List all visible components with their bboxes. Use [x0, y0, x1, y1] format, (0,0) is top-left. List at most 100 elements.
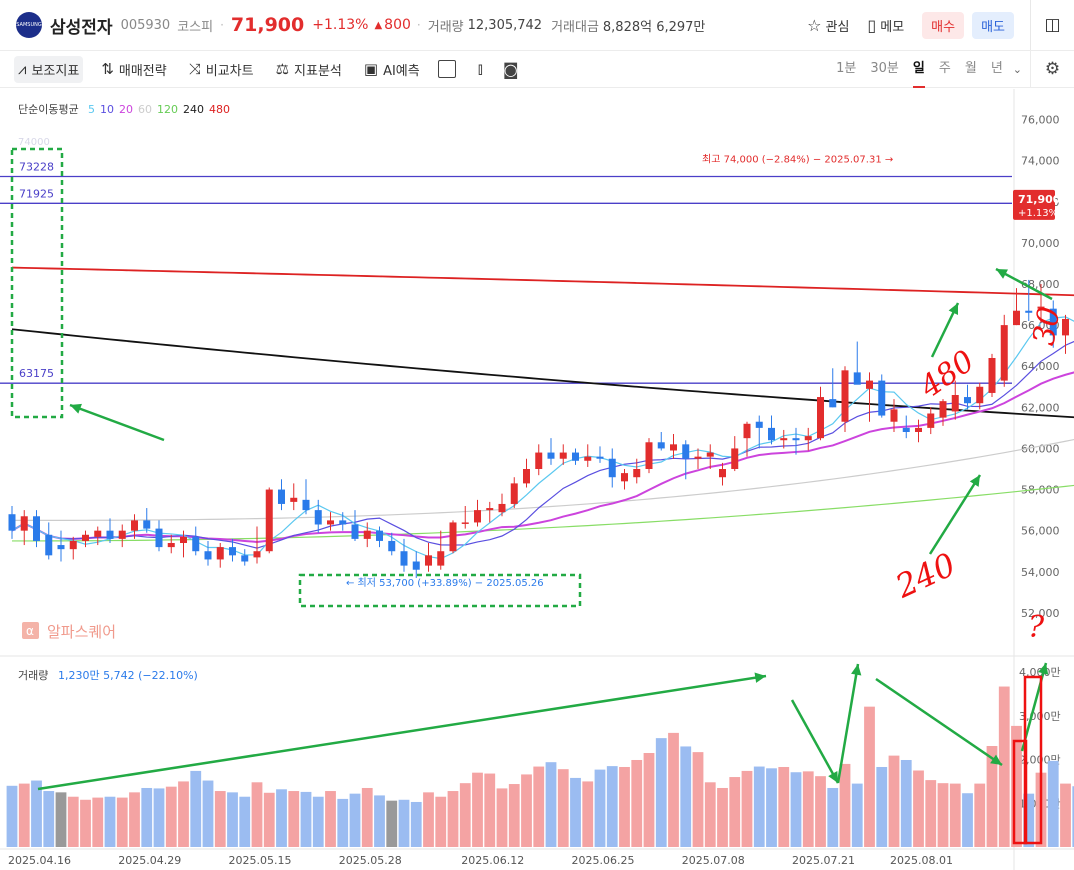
volume-bar	[153, 788, 165, 847]
date-label: 2025.07.08	[682, 854, 745, 867]
volume-bar	[398, 799, 410, 847]
market-name: 코스피	[177, 19, 214, 35]
price-tick-label: 70,000	[1021, 237, 1060, 250]
volume-bar	[778, 766, 790, 847]
volume-bar	[227, 792, 238, 847]
compare-button[interactable]: ⤨ 비교차트	[188, 60, 254, 79]
candle-body	[94, 530, 102, 537]
ma-legend-480: 480	[209, 103, 230, 116]
candle-body	[719, 469, 726, 478]
strategy-icon: ⇅	[101, 60, 114, 78]
candle-body	[755, 421, 763, 428]
current-price-tag-change: +1.13%	[1018, 208, 1058, 219]
square-icon[interactable]	[437, 60, 456, 78]
ai-predict-button[interactable]: ▣ AI예측	[363, 60, 420, 79]
date-label: 2025.06.12	[461, 854, 524, 867]
candle-body	[510, 483, 518, 504]
volume-bar	[888, 755, 900, 847]
alphasquare-watermark: 알파스퀘어	[47, 623, 116, 641]
candle-body	[8, 514, 16, 531]
chevron-down-icon[interactable]: ⌄	[1012, 62, 1022, 76]
level-label: 63175	[19, 367, 54, 380]
change-percent: +1.13%	[312, 17, 369, 33]
candle-body	[817, 397, 824, 439]
volume-bar	[55, 792, 67, 847]
gear-icon[interactable]: ⚙	[1030, 50, 1074, 88]
candle-body	[363, 530, 371, 539]
handwriting-240: 240	[889, 545, 961, 606]
side-panel-icon[interactable]: ◫	[1030, 0, 1074, 50]
ai-icon: ▣	[363, 60, 379, 78]
candle-body	[69, 540, 77, 550]
volume-bar	[202, 780, 214, 847]
candle-body	[167, 543, 175, 548]
volume-summary-label: 거래량	[18, 669, 48, 682]
candle-body	[633, 469, 641, 478]
volume-summary-value: 1,230만 5,742 (−22.10%)	[58, 669, 198, 682]
volume-bar	[925, 780, 937, 847]
volume-bar	[619, 766, 630, 847]
volume-bar	[557, 769, 569, 847]
strategy-button[interactable]: ⇅ 매매전략	[101, 60, 167, 79]
volume-bar	[312, 796, 324, 847]
volume-bar	[410, 801, 422, 847]
candle-body	[621, 473, 628, 482]
annotation-arrow	[928, 474, 982, 555]
samsung-logo: SAMSUNG	[16, 12, 42, 38]
indicator-button[interactable]: ⩘ 보조지표	[14, 55, 84, 83]
candle-body	[314, 510, 322, 525]
candle-body	[57, 545, 65, 550]
candle-body	[1037, 306, 1045, 309]
candle-body	[829, 399, 837, 408]
candle-body	[143, 520, 151, 529]
volume-bar	[900, 759, 912, 847]
date-label: 2025.08.01	[890, 854, 953, 867]
period-tab-4[interactable]: 월	[964, 61, 977, 76]
candle-body	[670, 444, 677, 451]
volume-bar	[496, 788, 508, 847]
candle-body	[412, 561, 420, 570]
period-tab-1[interactable]: 30분	[870, 61, 899, 76]
candle-body	[106, 530, 114, 539]
current-price: 71,900	[230, 14, 305, 36]
candle-body	[939, 401, 947, 418]
sell-button[interactable]: 매도	[972, 11, 1014, 39]
annotation-arrow	[69, 403, 165, 442]
alphasquare-logo-letter: α	[26, 624, 34, 638]
volume-bar	[704, 782, 716, 847]
candle-body	[572, 452, 579, 461]
candle-body	[964, 397, 971, 404]
candle-icon[interactable]: ⫾	[477, 59, 483, 78]
watch-button[interactable]: ☆ 관심	[807, 15, 850, 35]
annotation-arrowhead	[948, 303, 959, 315]
period-tab-3[interactable]: 주	[938, 61, 951, 76]
buy-button[interactable]: 매수	[922, 11, 965, 39]
volume-bar	[190, 770, 202, 847]
volume-bar	[876, 766, 888, 847]
candle-body	[951, 395, 959, 412]
camera-icon[interactable]: ◙	[502, 59, 519, 79]
period-tab-2[interactable]: 일	[912, 50, 925, 88]
candle-body	[461, 522, 469, 524]
candle-body	[768, 427, 775, 441]
period-tab-5[interactable]: 년	[990, 61, 1003, 76]
candle-body	[498, 503, 506, 513]
alphasquare-logo	[22, 622, 39, 639]
volume-bar	[447, 791, 459, 847]
volume-bar	[459, 783, 471, 847]
candle-body	[1025, 310, 1033, 313]
trade-value: 8,828억 6,297만	[602, 19, 706, 35]
price-tick-label: 60,000	[1021, 442, 1060, 455]
dashed-highlight-box	[298, 573, 582, 608]
volume-bar	[570, 777, 581, 847]
memo-button[interactable]: ▯ 메모	[867, 15, 905, 35]
period-tab-0[interactable]: 1분	[836, 61, 857, 76]
analysis-button[interactable]: ⚖ 지표분석	[275, 60, 342, 79]
candle-body	[547, 452, 555, 459]
candle-body	[866, 380, 873, 389]
ma-legend-title: 단순이동평균	[18, 103, 79, 116]
candle-body	[253, 551, 261, 558]
handwriting-question: ?	[1028, 610, 1045, 645]
volume-bar	[827, 787, 839, 847]
candle-body	[437, 551, 445, 566]
